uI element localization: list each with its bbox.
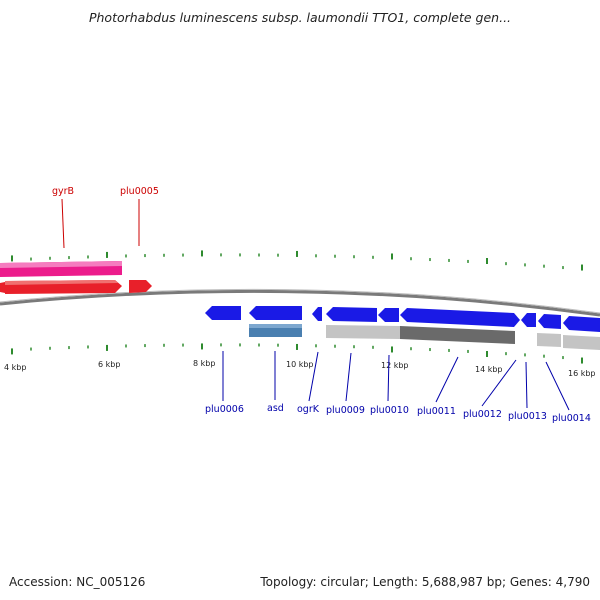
reverse-strand-track	[205, 306, 600, 350]
scale-label: 8 kbp	[193, 359, 215, 368]
gene-arrow-plu0005[interactable]	[129, 280, 152, 293]
gene-arrow-plu0009[interactable]	[326, 307, 377, 322]
gene-arrow-plu0013[interactable]	[538, 314, 561, 329]
gene-label-plu0012[interactable]: plu0012	[463, 409, 502, 420]
gene-bar-asd-highlight	[249, 324, 302, 328]
genome-summary-text: Topology: circular; Length: 5,688,987 bp…	[260, 575, 590, 589]
outer-tick-row	[11, 250, 583, 271]
reverse-label-leaders	[222, 351, 570, 411]
gene-bar-plu0013[interactable]	[537, 333, 561, 347]
scale-label: 14 kbp	[475, 365, 503, 374]
gene-arrow-ogrK[interactable]	[312, 307, 322, 321]
gene-arrow-plu0012[interactable]	[521, 313, 536, 327]
gene-arrow-plu0014[interactable]	[563, 316, 600, 332]
reverse-labels: plu0006 asd ogrK plu0009 plu0010 plu0011…	[205, 403, 591, 424]
genome-backbone	[0, 289, 600, 317]
gene-label-plu0014[interactable]: plu0014	[552, 413, 591, 424]
gene-label-plu0009[interactable]: plu0009	[326, 405, 365, 416]
gene-label-gyrB[interactable]: gyrB	[52, 186, 74, 197]
gene-bar-gyrB-highlight	[0, 261, 122, 268]
gene-arrow-gyrB-highlight	[5, 280, 118, 285]
gene-label-plu0013[interactable]: plu0013	[508, 411, 547, 422]
genome-backbone-inner	[0, 288, 600, 314]
gene-bar-plu0011[interactable]	[400, 326, 515, 344]
gene-label-plu0010[interactable]: plu0010	[370, 405, 409, 416]
gene-label-plu0011[interactable]: plu0011	[417, 406, 456, 417]
gene-bar-plu0009[interactable]	[326, 325, 400, 339]
gene-bar-plu0014[interactable]	[563, 335, 600, 350]
scale-label: 16 kbp	[568, 369, 596, 378]
accession-text: Accession: NC_005126	[9, 575, 146, 589]
gene-arrow-plu0010[interactable]	[378, 308, 399, 322]
scale-labels: 4 kbp 6 kbp 8 kbp 10 kbp 12 kbp 14 kbp 1…	[4, 359, 596, 378]
map-title: Photorhabdus luminescens subsp. laumondi…	[88, 10, 512, 25]
forward-labels: gyrB plu0005	[52, 186, 159, 197]
gene-arrow-plu0006[interactable]	[205, 306, 241, 320]
gene-arrow-asd[interactable]	[249, 306, 302, 320]
scale-label: 12 kbp	[381, 361, 409, 370]
scale-label: 4 kbp	[4, 363, 26, 372]
gene-label-ogrK[interactable]: ogrK	[297, 404, 320, 415]
scale-label: 10 kbp	[286, 360, 314, 369]
gene-label-plu0005[interactable]: plu0005	[120, 186, 159, 197]
gene-arrow-plu0011[interactable]	[400, 308, 520, 327]
gene-label-asd[interactable]: asd	[267, 403, 284, 414]
inner-tick-row	[11, 343, 583, 364]
scale-label: 6 kbp	[98, 360, 120, 369]
gene-label-plu0006[interactable]: plu0006	[205, 404, 244, 415]
forward-strand-track	[0, 261, 152, 294]
forward-label-leaders	[61, 198, 140, 249]
